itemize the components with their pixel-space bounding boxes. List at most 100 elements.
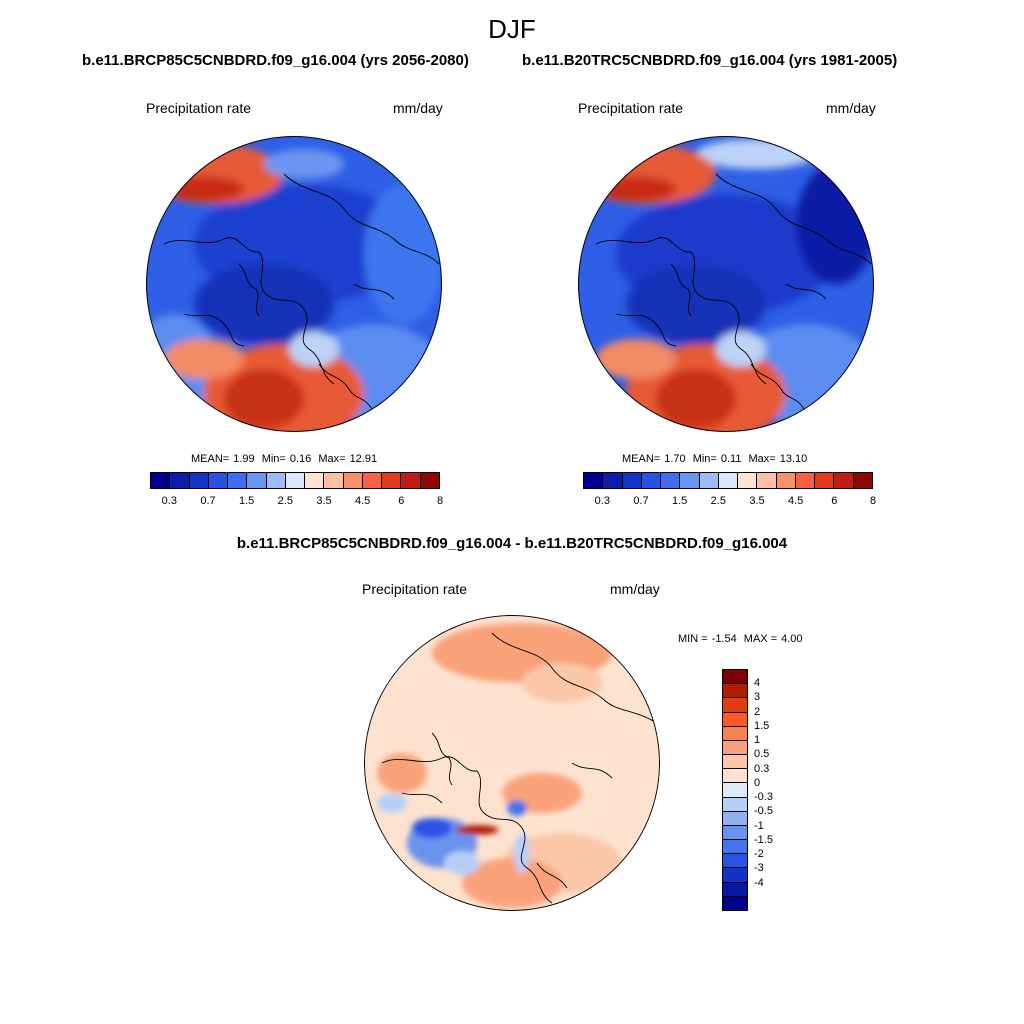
panel1-units-label: mm/day: [393, 100, 443, 116]
difference-min-label: MIN =: [678, 633, 708, 645]
colorbar-swatch: [815, 473, 835, 488]
colorbar-tick-label: -2: [754, 848, 764, 861]
panel1-polar-map: [146, 136, 442, 432]
colorbar-tick-label: 6: [831, 495, 838, 507]
colorbar-swatch: [324, 473, 344, 488]
colorbar-swatch: [382, 473, 402, 488]
panel2-colorbar: [583, 472, 873, 489]
difference-max-label: MAX =: [743, 633, 778, 645]
panel1-colorbar: [150, 472, 440, 489]
colorbar-swatch: [584, 473, 604, 488]
colorbar-swatch: [641, 473, 662, 488]
colorbar-swatch: [723, 840, 747, 855]
colorbar-swatch: [723, 726, 747, 741]
colorbar-tick-label: 0.3: [754, 762, 770, 775]
colorbar-swatch: [622, 473, 642, 488]
colorbar-swatch: [776, 473, 796, 488]
panel2-mean-label: MEAN=: [622, 453, 661, 465]
colorbar-tick-label: -3: [754, 862, 764, 875]
colorbar-swatch: [661, 473, 681, 488]
colorbar-tick-label: 0.7: [200, 495, 216, 507]
colorbar-swatch: [757, 473, 777, 488]
colorbar-tick-label: 6: [398, 495, 405, 507]
colorbar-swatch: [723, 825, 747, 841]
panel2-variable-label: Precipitation rate: [578, 100, 684, 116]
colorbar-tick-label: 3.5: [316, 495, 332, 507]
colorbar-tick-label: 0.7: [633, 495, 649, 507]
colorbar-swatch: [401, 473, 421, 488]
colorbar-swatch: [266, 473, 286, 488]
panel2-case-title: b.e11.B20TRC5CNBDRD.f09_g16.004 (yrs 198…: [522, 52, 898, 69]
colorbar-swatch: [247, 473, 267, 488]
colorbar-swatch: [699, 473, 719, 488]
difference-min-value: -1.54: [711, 633, 737, 645]
colorbar-swatch: [723, 783, 747, 798]
colorbar-tick-label: 0.5: [754, 748, 770, 761]
panel2-max-label: Max=: [748, 453, 776, 465]
figure-title: DJF: [488, 14, 536, 44]
colorbar-swatch: [305, 473, 325, 488]
colorbar-tick-label: 2.5: [710, 495, 726, 507]
panel1-min-label: Min=: [261, 453, 286, 465]
colorbar-swatch: [723, 854, 747, 869]
panel1-mean-label: MEAN=: [191, 453, 230, 465]
panel1-stats: MEAN= 1.99 Min= 0.16 Max= 12.91: [191, 453, 381, 465]
colorbar-tick-label: 4: [754, 677, 761, 690]
colorbar-swatch: [723, 896, 747, 910]
colorbar-swatch: [795, 473, 816, 488]
difference-polar-map: [364, 615, 660, 911]
panel2-units-label: mm/day: [826, 100, 876, 116]
colorbar-tick-label: 3.5: [749, 495, 765, 507]
colorbar-tick-label: 1.5: [239, 495, 255, 507]
colorbar-swatch: [738, 473, 758, 488]
colorbar-tick-label: 1: [754, 734, 761, 747]
difference-variable-label: Precipitation rate: [362, 581, 468, 597]
panel1-variable-label: Precipitation rate: [146, 100, 252, 116]
colorbar-swatch: [723, 811, 747, 826]
colorbar-tick-label: 8: [869, 495, 877, 507]
panel1-max-label: Max=: [318, 453, 346, 465]
colorbar-tick-label: 8: [436, 495, 444, 507]
colorbar-tick-label: 0.3: [594, 495, 610, 507]
panel2-min-value: 0.11: [720, 453, 742, 465]
difference-colorbar-ticks: 4 3 2 1.5 1 0.5 0.3 0 -0.3 -0.5 -1 -1.5 -2 -3 -4: [754, 669, 794, 911]
colorbar-tick-label: 0.3: [161, 495, 177, 507]
panel2-polar-map: [578, 136, 874, 432]
colorbar-swatch: [723, 698, 747, 713]
colorbar-tick-label: 0: [754, 776, 761, 789]
colorbar-swatch: [718, 473, 739, 488]
colorbar-swatch: [208, 473, 229, 488]
colorbar-tick-label: 1.5: [754, 719, 770, 732]
colorbar-tick-label: -0.5: [754, 805, 773, 818]
panel2-stats: MEAN= 1.70 Min= 0.11 Max= 13.10: [622, 453, 811, 465]
colorbar-swatch: [723, 797, 747, 812]
colorbar-tick-label: -1: [754, 819, 764, 832]
colorbar-swatch: [151, 473, 171, 488]
colorbar-tick-label: -4: [754, 876, 764, 889]
colorbar-swatch: [228, 473, 248, 488]
panel2-max-value: 13.10: [779, 453, 808, 465]
colorbar-tick-label: 1.5: [672, 495, 688, 507]
colorbar-swatch: [189, 473, 209, 488]
colorbar-swatch: [723, 755, 747, 770]
colorbar-tick-label: 2: [754, 705, 761, 718]
colorbar-swatch: [603, 473, 623, 488]
colorbar-swatch: [723, 684, 747, 699]
colorbar-tick-label: -0.3: [754, 791, 773, 804]
colorbar-swatch: [285, 473, 306, 488]
difference-units-label: mm/day: [610, 581, 660, 597]
colorbar-swatch: [723, 769, 747, 784]
colorbar-tick-label: 4.5: [355, 495, 371, 507]
colorbar-swatch: [834, 473, 854, 488]
difference-colorbar: [722, 669, 748, 911]
colorbar-tick-label: 4.5: [788, 495, 804, 507]
panel1-mean-value: 1.99: [233, 453, 255, 465]
panel1-case-title: b.e11.BRCP85C5CNBDRD.f09_g16.004 (yrs 20…: [82, 52, 469, 69]
colorbar-swatch: [170, 473, 190, 488]
colorbar-swatch: [723, 712, 747, 727]
panel2-min-label: Min=: [692, 453, 717, 465]
difference-max-value: 4.00: [781, 633, 803, 645]
colorbar-swatch: [680, 473, 700, 488]
panel2-mean-value: 1.70: [664, 453, 686, 465]
difference-stats: MIN = -1.54 MAX = 4.00: [678, 633, 807, 645]
